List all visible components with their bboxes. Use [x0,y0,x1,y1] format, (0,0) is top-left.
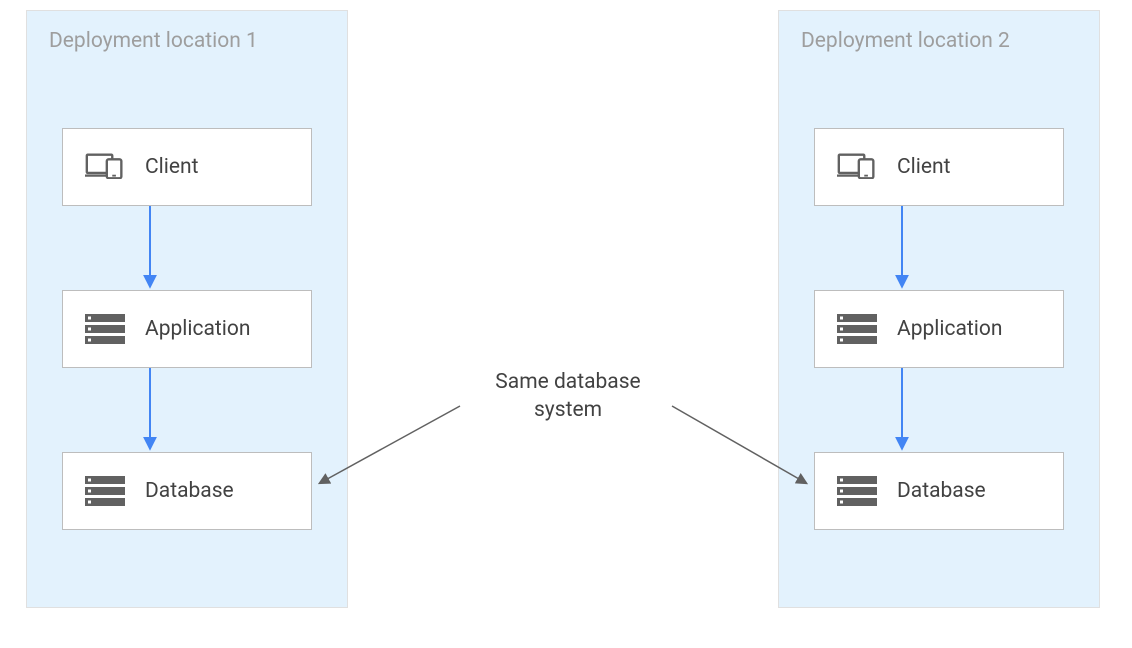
storage-icon [837,476,877,506]
center-annotation-line1: Same database [495,370,640,394]
node-client-1: Client [62,128,312,206]
node-application-1: Application [62,290,312,368]
node-label: Client [897,155,950,179]
region-title-1: Deployment location 1 [49,29,258,53]
node-client-2: Client [814,128,1064,206]
devices-icon [85,152,125,182]
storage-icon [85,476,125,506]
storage-icon [837,314,877,344]
node-label: Client [145,155,198,179]
node-database-2: Database [814,452,1064,530]
region-title-2: Deployment location 2 [801,29,1010,53]
center-annotation-line2: system [534,398,602,422]
node-label: Application [897,317,1002,341]
node-label: Database [145,479,234,503]
node-label: Database [897,479,986,503]
node-application-2: Application [814,290,1064,368]
node-database-1: Database [62,452,312,530]
diagram-canvas: Deployment location 1 Deployment locatio… [0,0,1132,648]
node-label: Application [145,317,250,341]
devices-icon [837,152,877,182]
center-annotation: Same database system [468,368,668,425]
storage-icon [85,314,125,344]
